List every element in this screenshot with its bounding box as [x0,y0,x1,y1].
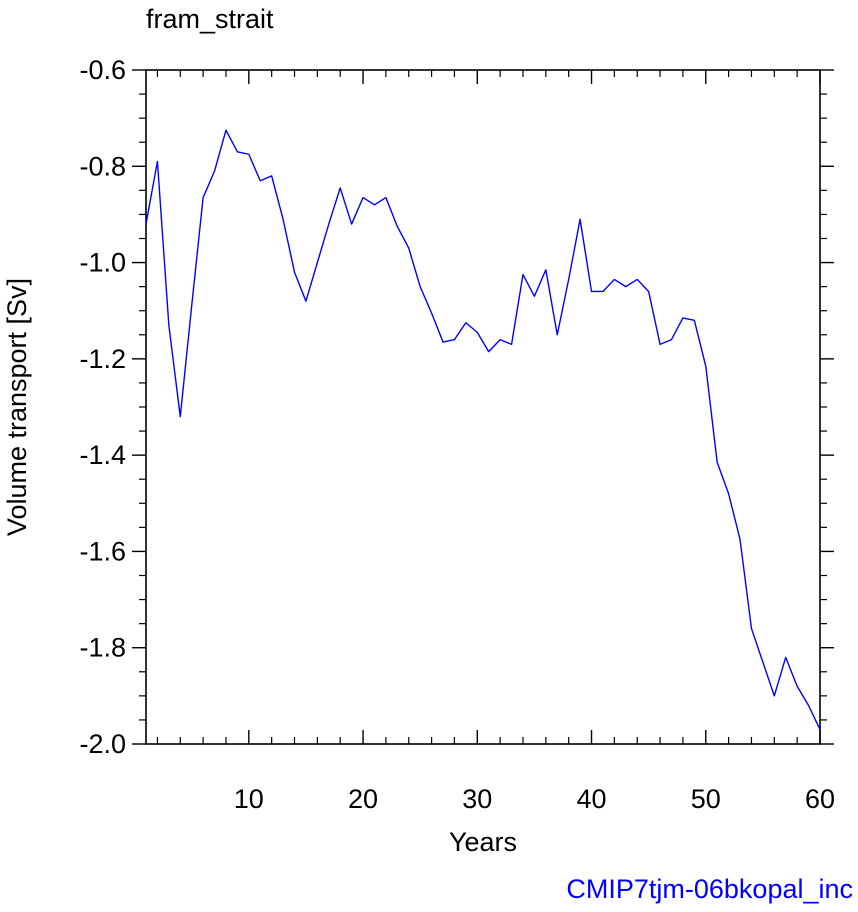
x-tick-label: 60 [805,784,835,814]
chart-title: fram_strait [146,4,274,34]
x-tick-label: 50 [691,784,721,814]
y-tick-label: -1.4 [79,440,126,470]
x-axis-label: Years [449,827,517,857]
y-tick-label: -1.2 [79,344,126,374]
y-tick-label: -1.6 [79,536,126,566]
x-tick-label: 20 [348,784,378,814]
caption-model-name: CMIP7tjm-06bkopal_inc [566,874,853,904]
y-tick-label: -2.0 [79,729,126,759]
y-axis-label: Volume transport [Sv] [2,278,32,536]
data-points [146,130,820,729]
y-tick-label: -0.6 [79,55,126,85]
y-tick-label: -1.0 [79,248,126,278]
x-tick-label: 30 [462,784,492,814]
x-tick-label: 10 [234,784,264,814]
axis-ticks [132,69,834,745]
axis-tick-labels: 10 20 30 40 50 60 -0.6 -0.8 -1.0 -1.2 -1.4 -1.6 -1.8… [79,55,835,814]
x-tick-label: 40 [577,784,607,814]
plot-frame [145,69,821,745]
y-tick-label: -1.8 [79,633,126,663]
y-tick-label: -0.8 [79,151,126,181]
series-line [145,129,821,730]
